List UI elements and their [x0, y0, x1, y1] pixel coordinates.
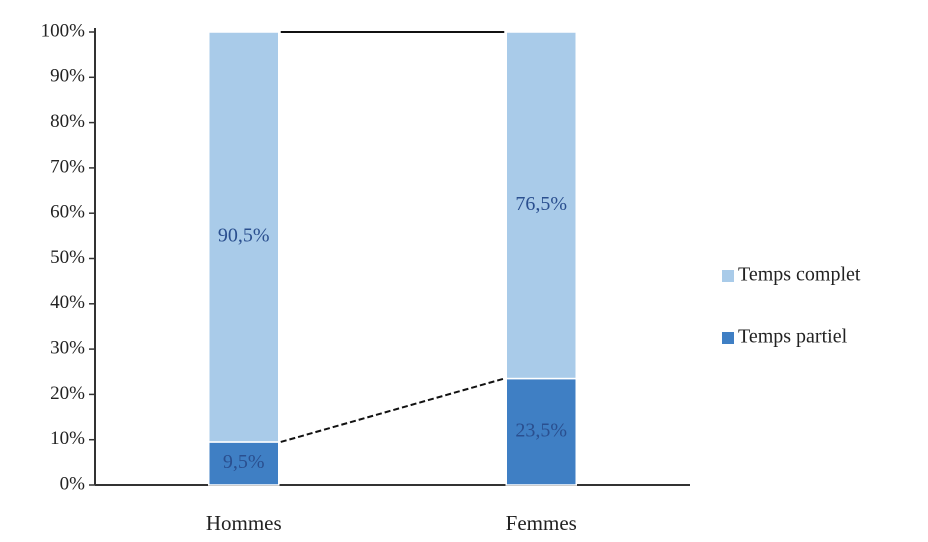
bar-segment — [208, 31, 280, 443]
y-tick-label: 70% — [50, 156, 85, 177]
y-tick-label: 100% — [41, 20, 86, 41]
y-tick-label: 50% — [50, 247, 85, 268]
y-tick-label: 40% — [50, 292, 85, 313]
bar-segment — [208, 441, 280, 486]
y-tick-label: 20% — [50, 383, 85, 404]
legend-swatch — [722, 270, 734, 282]
x-tick-label: Femmes — [506, 511, 577, 535]
y-tick-label: 60% — [50, 202, 85, 223]
bar-segment — [505, 31, 577, 380]
y-tick-label: 10% — [50, 428, 85, 449]
legend-swatch — [722, 332, 734, 344]
legend-label: Temps partiel — [738, 326, 848, 348]
y-tick-label: 80% — [50, 111, 85, 132]
series-line — [280, 377, 505, 443]
x-tick-label: Hommes — [206, 511, 282, 535]
legend-label: Temps complet — [738, 264, 861, 286]
value-label: 9,5% — [223, 451, 265, 473]
value-label: 90,5% — [218, 225, 270, 247]
y-tick-label: 0% — [60, 473, 86, 494]
bar-segment — [505, 377, 577, 486]
y-tick-label: 30% — [50, 337, 85, 358]
y-tick-label: 90% — [50, 66, 85, 87]
value-label: 76,5% — [515, 193, 567, 215]
value-label: 23,5% — [515, 419, 567, 441]
